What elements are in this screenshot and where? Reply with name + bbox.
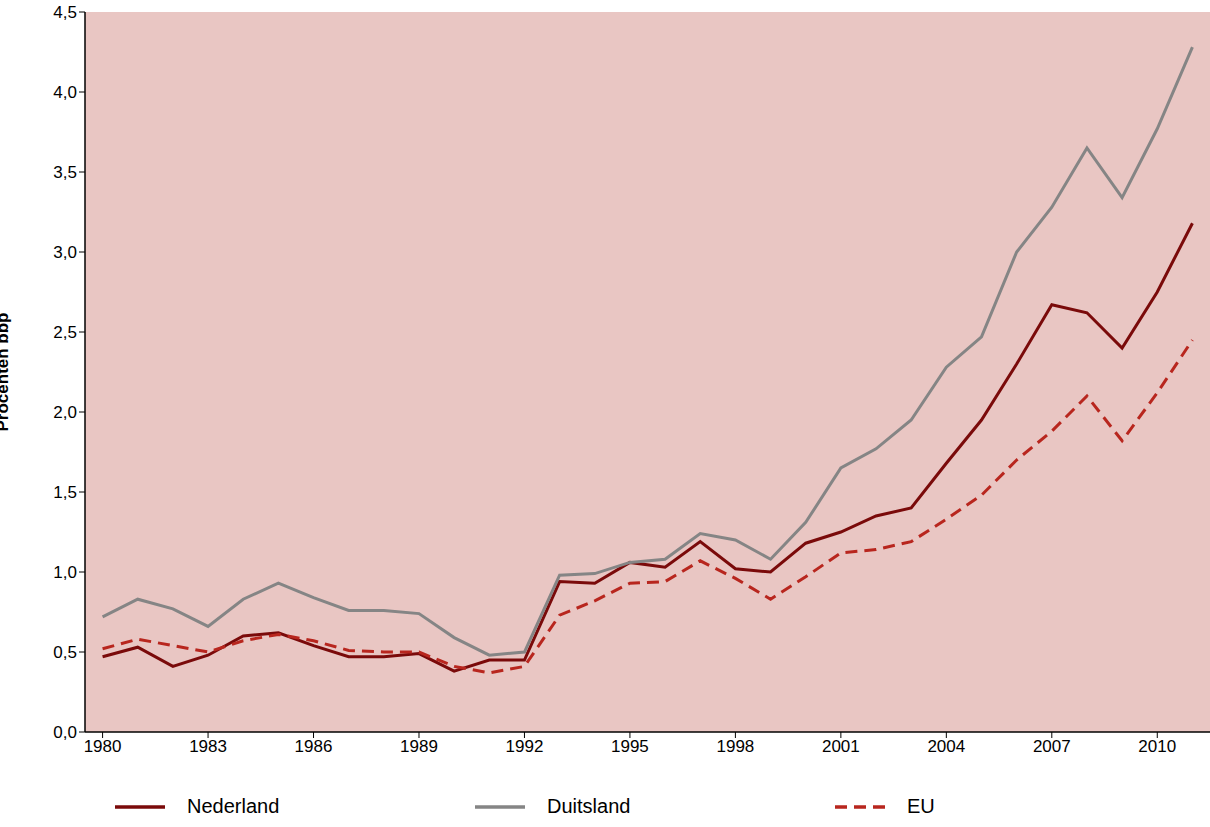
svg-text:1992: 1992: [506, 737, 544, 756]
svg-text:2,5: 2,5: [53, 323, 77, 342]
svg-text:1986: 1986: [295, 737, 333, 756]
svg-text:2010: 2010: [1138, 737, 1176, 756]
html-text:Duitsland: Duitsland: [547, 795, 631, 817]
svg-text:3,0: 3,0: [53, 243, 77, 262]
svg-text:1980: 1980: [84, 737, 122, 756]
svg-text:1989: 1989: [400, 737, 438, 756]
svg-text:1998: 1998: [716, 737, 754, 756]
html-text:Nederland: Nederland: [187, 795, 280, 817]
svg-text:2007: 2007: [1033, 737, 1071, 756]
svg-text:Procenten bbp: Procenten bbp: [8, 312, 12, 431]
svg-text:4,0: 4,0: [53, 83, 77, 102]
svg-text:3,5: 3,5: [53, 163, 77, 182]
html-text:EU: EU: [907, 795, 935, 817]
svg-text:0,0: 0,0: [53, 723, 77, 742]
svg-text:1995: 1995: [611, 737, 649, 756]
svg-text:1,0: 1,0: [53, 563, 77, 582]
svg-text:0,5: 0,5: [53, 643, 77, 662]
svg-text:1983: 1983: [189, 737, 227, 756]
svg-text:2,0: 2,0: [53, 403, 77, 422]
svg-text:4,5: 4,5: [53, 3, 77, 22]
svg-text:1,5: 1,5: [53, 483, 77, 502]
svg-text:2001: 2001: [822, 737, 860, 756]
svg-text:2004: 2004: [927, 737, 965, 756]
